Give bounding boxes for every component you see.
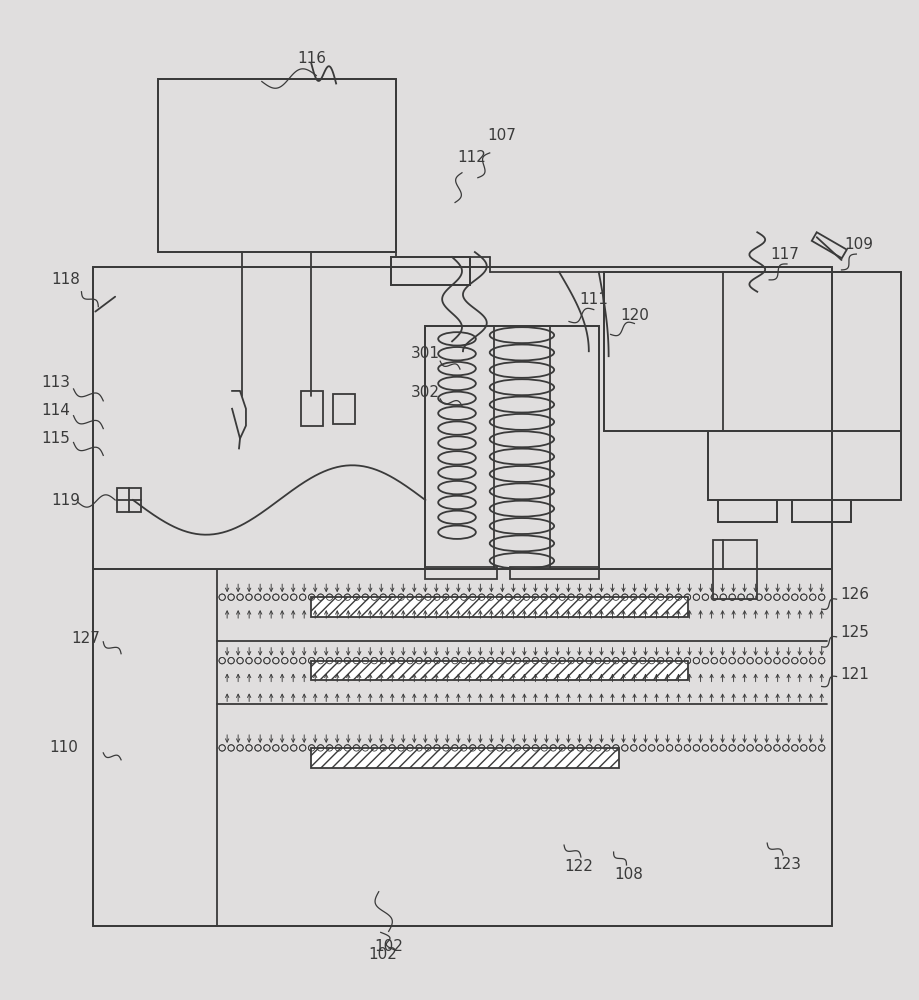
Bar [94,569,832,926]
Text: 125: 125 [840,625,868,640]
Bar [334,394,355,424]
Bar [425,326,598,569]
Bar [301,391,323,426]
Text: 122: 122 [564,859,594,874]
Bar [94,267,832,569]
Text: 118: 118 [51,272,80,287]
Text: 107: 107 [487,128,516,143]
Text: 117: 117 [771,247,800,262]
Bar [509,567,598,579]
Bar [708,431,901,500]
Text: 102: 102 [369,947,397,962]
Bar [425,567,496,579]
Text: 119: 119 [51,493,80,508]
Bar [811,232,846,258]
Text: 123: 123 [773,857,801,872]
Bar [391,257,470,285]
Text: 301: 301 [411,346,440,361]
Text: 111: 111 [579,292,608,307]
Text: 126: 126 [840,587,868,602]
Bar [604,272,901,431]
Bar [117,488,141,512]
Text: 110: 110 [50,740,78,755]
Bar [712,540,757,599]
Text: 112: 112 [458,150,486,165]
Bar [718,500,777,522]
Text: 108: 108 [614,867,643,882]
Bar [94,569,832,926]
Bar [708,431,901,500]
Bar [158,79,395,252]
Bar [718,500,777,522]
Text: 121: 121 [840,667,868,682]
Bar [792,500,851,522]
Bar [792,500,851,522]
Text: 113: 113 [41,375,70,390]
Bar [312,661,688,680]
Bar [312,597,688,617]
Text: 302: 302 [411,385,440,400]
Bar [312,748,618,768]
Bar [425,326,598,569]
Text: 115: 115 [41,431,70,446]
Text: 102: 102 [374,939,403,954]
Bar [158,79,395,252]
Bar [391,257,470,285]
Text: 116: 116 [297,51,326,66]
Text: 120: 120 [620,308,649,323]
Bar [604,272,901,431]
Bar [94,267,832,569]
Text: 114: 114 [41,403,70,418]
Text: 127: 127 [71,631,100,646]
Text: 109: 109 [844,237,873,252]
